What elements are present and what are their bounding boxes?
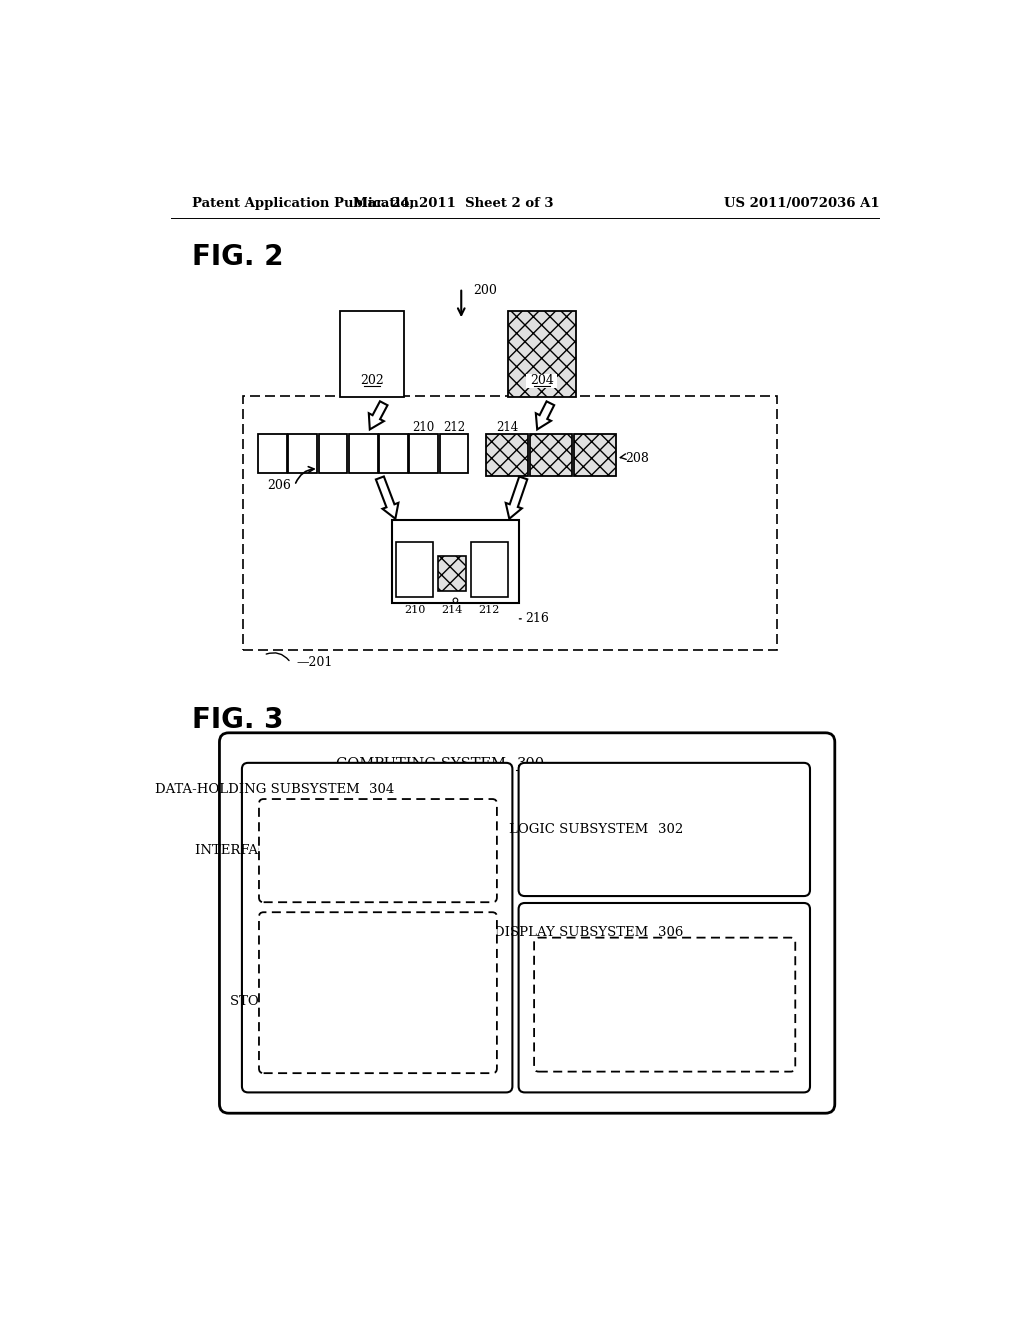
Bar [289, 434, 317, 473]
FancyBboxPatch shape [242, 763, 512, 1093]
FancyArrow shape [376, 477, 398, 519]
Circle shape [453, 598, 458, 603]
Text: INTERFACE SOFTWARE: INTERFACE SOFTWARE [195, 843, 371, 857]
Bar [258, 434, 287, 473]
Text: Mar. 24, 2011  Sheet 2 of 3: Mar. 24, 2011 Sheet 2 of 3 [353, 197, 554, 210]
Bar [438, 556, 466, 591]
Bar [526, 374, 557, 388]
FancyArrow shape [506, 477, 527, 519]
Text: 212: 212 [442, 421, 465, 434]
Text: 210: 210 [404, 605, 425, 615]
Bar [471, 543, 508, 598]
Bar [243, 396, 777, 649]
Text: 202: 202 [360, 374, 384, 387]
FancyArrow shape [536, 401, 554, 429]
Text: 214: 214 [496, 421, 518, 434]
Bar [340, 312, 403, 397]
Text: US 2011/0072036 A1: US 2011/0072036 A1 [724, 197, 880, 210]
FancyArrow shape [369, 401, 387, 429]
Text: TOUCH SENSITIVE: TOUCH SENSITIVE [597, 989, 732, 1002]
Text: 206: 206 [267, 479, 291, 492]
FancyBboxPatch shape [535, 937, 796, 1072]
Text: DATA-HOLDING SUBSYSTEM: DATA-HOLDING SUBSYSTEM [155, 783, 368, 796]
Bar [410, 434, 438, 473]
Text: PAGE-BASED CONTENT: PAGE-BASED CONTENT [295, 977, 462, 990]
Bar [318, 434, 347, 473]
Text: 300: 300 [517, 756, 545, 771]
FancyBboxPatch shape [518, 763, 810, 896]
Text: 310: 310 [662, 1007, 687, 1020]
Bar [530, 434, 572, 475]
Text: 306: 306 [658, 925, 683, 939]
Text: 308: 308 [372, 843, 397, 857]
Text: FIG. 2: FIG. 2 [191, 243, 283, 271]
Bar [396, 543, 433, 598]
Bar [486, 434, 528, 475]
Text: —201: —201 [297, 656, 334, 669]
Text: 214: 214 [441, 605, 463, 615]
Text: 212: 212 [478, 605, 500, 615]
Text: 312: 312 [372, 995, 397, 1008]
Text: LOGIC SUBSYSTEM: LOGIC SUBSYSTEM [509, 822, 656, 836]
Bar [379, 434, 408, 473]
FancyBboxPatch shape [518, 903, 810, 1093]
Bar [574, 434, 616, 475]
Bar [391, 520, 519, 603]
Text: 204: 204 [529, 374, 554, 387]
FancyBboxPatch shape [219, 733, 835, 1113]
Bar [508, 312, 575, 397]
Text: 210: 210 [413, 421, 435, 434]
Text: Patent Application Publication: Patent Application Publication [191, 197, 418, 210]
Text: 216: 216 [525, 612, 550, 626]
Text: STORAGE SYSTEM: STORAGE SYSTEM [229, 995, 371, 1008]
Text: 200: 200 [473, 284, 497, 297]
Text: 208: 208 [625, 453, 648, 465]
Text: 302: 302 [658, 822, 683, 836]
Text: DISPLAY SUBSYSTEM: DISPLAY SUBSYSTEM [494, 925, 656, 939]
Text: DISPLAY: DISPLAY [591, 1007, 660, 1020]
FancyBboxPatch shape [259, 912, 497, 1073]
Bar [349, 434, 378, 473]
Text: FIG. 3: FIG. 3 [191, 706, 283, 734]
Bar [439, 434, 468, 473]
Text: 304: 304 [370, 783, 394, 796]
FancyBboxPatch shape [259, 799, 497, 903]
Text: COMPUTING SYSTEM: COMPUTING SYSTEM [336, 756, 515, 771]
